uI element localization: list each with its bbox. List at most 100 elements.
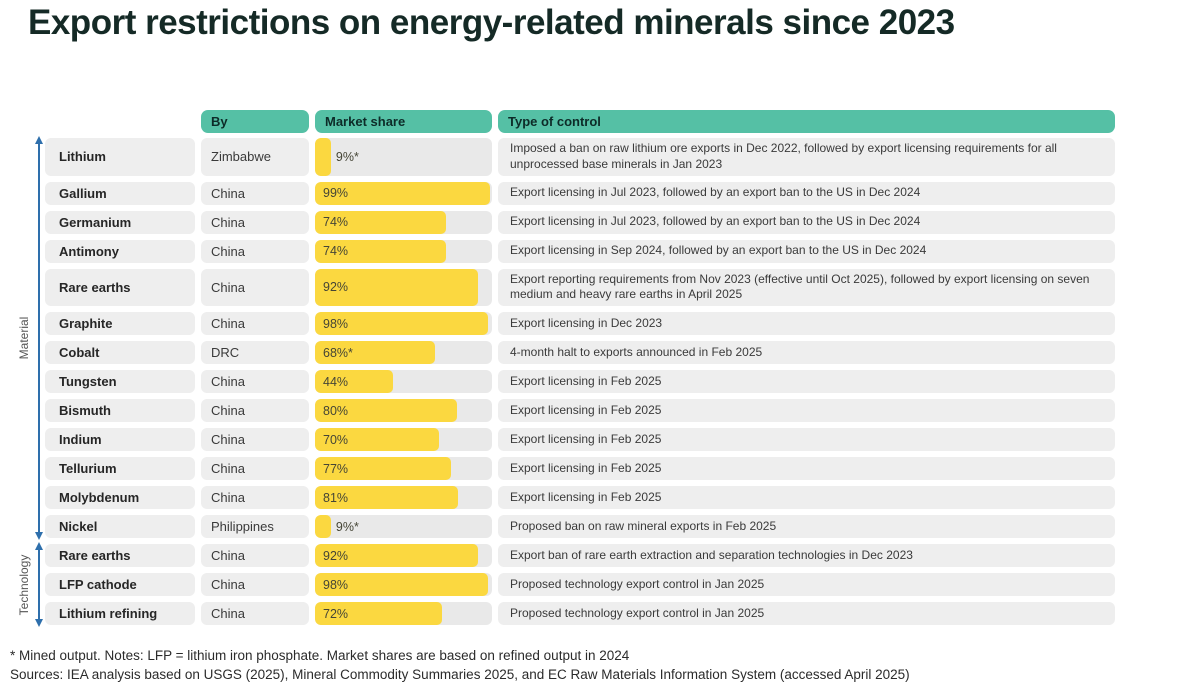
market-share-bar bbox=[315, 239, 446, 263]
range-line bbox=[38, 142, 40, 535]
material-cell: Lithium refining bbox=[45, 602, 195, 626]
market-share-bar bbox=[315, 602, 443, 626]
market-share-cell: 72% bbox=[315, 602, 492, 626]
market-share-bar bbox=[315, 544, 478, 568]
table-row: Graphite China 98% Export licensing in D… bbox=[45, 312, 1115, 336]
table-row: Lithium Zimbabwe 9%* Imposed a ban on ra… bbox=[45, 138, 1115, 176]
market-share-bar bbox=[315, 486, 459, 510]
by-cell: Philippines bbox=[201, 515, 309, 539]
table-row: Cobalt DRC 68%* 4-month halt to exports … bbox=[45, 341, 1115, 365]
market-share-value: 72% bbox=[323, 606, 349, 621]
by-cell: China bbox=[201, 312, 309, 336]
type-of-control-cell: Export licensing in Jul 2023, followed b… bbox=[498, 181, 1115, 205]
market-share-value: 98% bbox=[323, 577, 349, 592]
market-share-cell: 9%* bbox=[315, 138, 492, 176]
by-cell: China bbox=[201, 181, 309, 205]
table-header: By Market share Type of control bbox=[45, 110, 1115, 133]
table-row: Rare earths China 92% Export ban of rare… bbox=[45, 544, 1115, 568]
type-of-control-cell: Proposed technology export control in Ja… bbox=[498, 573, 1115, 597]
type-of-control-cell: Proposed technology export control in Ja… bbox=[498, 602, 1115, 626]
arrow-down-icon bbox=[35, 619, 43, 628]
by-cell: China bbox=[201, 239, 309, 263]
by-cell: China bbox=[201, 428, 309, 452]
type-of-control-cell: Export licensing in Feb 2025 bbox=[498, 457, 1115, 481]
market-share-cell: 98% bbox=[315, 573, 492, 597]
material-column-spacer bbox=[45, 110, 195, 133]
market-share-cell: 70% bbox=[315, 428, 492, 452]
material-cell: Indium bbox=[45, 428, 195, 452]
table-row: Antimony China 74% Export licensing in S… bbox=[45, 239, 1115, 263]
market-share-bar bbox=[315, 138, 331, 176]
market-share-value: 74% bbox=[323, 244, 349, 259]
material-cell: Tungsten bbox=[45, 370, 195, 394]
footer-notes: * Mined output. Notes: LFP = lithium iro… bbox=[10, 647, 1170, 685]
table-row: Bismuth China 80% Export licensing in Fe… bbox=[45, 399, 1115, 423]
material-cell: Rare earths bbox=[45, 544, 195, 568]
market-share-cell: 92% bbox=[315, 544, 492, 568]
material-cell: Graphite bbox=[45, 312, 195, 336]
market-share-value: 99% bbox=[323, 186, 349, 201]
market-share-value: 77% bbox=[323, 461, 349, 476]
material-cell: Molybdenum bbox=[45, 486, 195, 510]
market-share-value: 98% bbox=[323, 316, 349, 331]
by-cell: China bbox=[201, 268, 309, 307]
market-share-bar bbox=[315, 210, 446, 234]
market-share-bar bbox=[315, 312, 489, 336]
restrictions-table: By Market share Type of control Lithium … bbox=[45, 110, 1115, 626]
material-cell: Germanium bbox=[45, 210, 195, 234]
market-share-bar bbox=[315, 181, 491, 205]
material-cell: LFP cathode bbox=[45, 573, 195, 597]
table-row: Nickel Philippines 9%* Proposed ban on r… bbox=[45, 515, 1115, 539]
table-row: Lithium refining China 72% Proposed tech… bbox=[45, 602, 1115, 626]
type-of-control-cell: Export licensing in Feb 2025 bbox=[498, 428, 1115, 452]
type-of-control-cell: Export licensing in Feb 2025 bbox=[498, 370, 1115, 394]
group-label: Technology bbox=[17, 554, 31, 616]
column-header-by: By bbox=[201, 110, 309, 133]
table-row: Germanium China 74% Export licensing in … bbox=[45, 210, 1115, 234]
market-share-value: 70% bbox=[323, 432, 349, 447]
table-row: Tungsten China 44% Export licensing in F… bbox=[45, 370, 1115, 394]
group-label: Material bbox=[17, 316, 31, 360]
table-row: Indium China 70% Export licensing in Feb… bbox=[45, 428, 1115, 452]
arrow-up-icon bbox=[35, 136, 43, 144]
arrow-down-icon bbox=[35, 532, 43, 541]
type-of-control-cell: Export licensing in Jul 2023, followed b… bbox=[498, 210, 1115, 234]
by-cell: China bbox=[201, 486, 309, 510]
material-cell: Rare earths bbox=[45, 268, 195, 307]
market-share-bar bbox=[315, 268, 478, 307]
market-share-value: 80% bbox=[323, 403, 349, 418]
market-share-value: 92% bbox=[323, 548, 349, 563]
type-of-control-cell: Export licensing in Dec 2023 bbox=[498, 312, 1115, 336]
arrow-up-icon bbox=[35, 542, 43, 551]
footnote: * Mined output. Notes: LFP = lithium iro… bbox=[10, 648, 630, 663]
page-title: Export restrictions on energy-related mi… bbox=[28, 3, 955, 42]
column-header-market-share: Market share bbox=[315, 110, 492, 133]
market-share-value: 44% bbox=[323, 374, 349, 389]
material-cell: Lithium bbox=[45, 138, 195, 176]
market-share-bar bbox=[315, 515, 331, 539]
market-share-cell: 74% bbox=[315, 210, 492, 234]
market-share-cell: 99% bbox=[315, 181, 492, 205]
market-share-cell: 98% bbox=[315, 312, 492, 336]
sources: Sources: IEA analysis based on USGS (202… bbox=[10, 666, 910, 682]
type-of-control-cell: Export ban of rare earth extraction and … bbox=[498, 544, 1115, 568]
market-share-cell: 68%* bbox=[315, 341, 492, 365]
by-cell: China bbox=[201, 602, 309, 626]
type-of-control-cell: Export licensing in Sep 2024, followed b… bbox=[498, 239, 1115, 263]
material-cell: Tellurium bbox=[45, 457, 195, 481]
market-share-value: 92% bbox=[323, 280, 349, 295]
technology-group-rail: Technology bbox=[12, 542, 43, 628]
material-cell: Bismuth bbox=[45, 399, 195, 423]
table-body: Lithium Zimbabwe 9%* Imposed a ban on ra… bbox=[45, 138, 1115, 626]
market-share-value: 9%* bbox=[335, 149, 359, 164]
by-cell: China bbox=[201, 370, 309, 394]
by-cell: Zimbabwe bbox=[201, 138, 309, 176]
type-of-control-cell: Imposed a ban on raw lithium ore exports… bbox=[498, 138, 1115, 176]
by-cell: China bbox=[201, 457, 309, 481]
by-cell: China bbox=[201, 399, 309, 423]
market-share-cell: 77% bbox=[315, 457, 492, 481]
type-of-control-cell: Export licensing in Feb 2025 bbox=[498, 486, 1115, 510]
table-row: Molybdenum China 81% Export licensing in… bbox=[45, 486, 1115, 510]
range-line bbox=[38, 548, 40, 622]
